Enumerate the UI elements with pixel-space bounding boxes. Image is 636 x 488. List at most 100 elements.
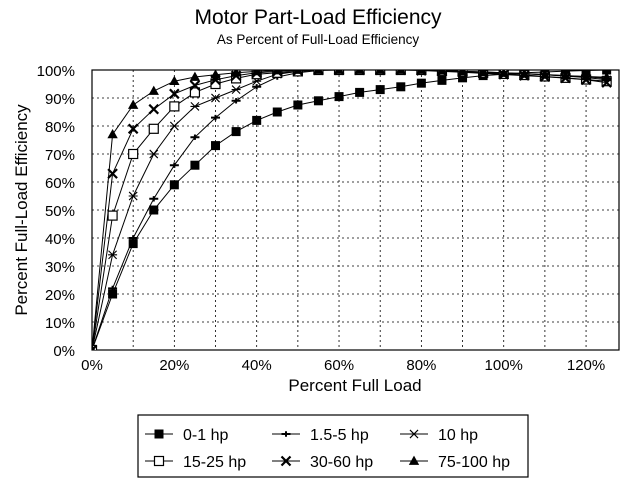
data-point: [169, 162, 179, 168]
legend-item: 15-25 hp: [145, 454, 246, 471]
legend-box: [137, 414, 529, 478]
data-point: [230, 70, 242, 77]
data-point: [148, 85, 159, 95]
chart-subtitle: As Percent of Full-Load Efficiency: [216, 32, 420, 47]
data-point: [189, 71, 201, 81]
legend-label: 30-60 hp: [310, 454, 373, 471]
data-point: [354, 70, 365, 74]
series-line: [92, 70, 607, 350]
data-point: [108, 250, 118, 260]
data-point: [211, 141, 221, 151]
y-tick-label: 100%: [37, 63, 75, 80]
data-point: [252, 84, 262, 90]
y-tick-label: 80%: [45, 119, 75, 136]
data-point: [580, 71, 592, 81]
data-point: [437, 75, 447, 85]
y-tick-label: 10%: [45, 315, 75, 332]
data-point: [108, 289, 118, 299]
data-point: [128, 148, 139, 160]
data-point: [210, 70, 221, 79]
x-tick-label: 80%: [406, 357, 436, 374]
x-tick-label: 40%: [242, 357, 272, 374]
data-point: [190, 101, 200, 111]
data-point: [409, 429, 419, 439]
x-axis-label: Percent Full Load: [288, 376, 421, 395]
legend-label: 0-1 hp: [183, 427, 228, 444]
data-point: [149, 196, 159, 202]
legend-label: 15-25 hp: [183, 454, 246, 471]
chart-title: Motor Part-Load Efficiency: [194, 6, 442, 29]
data-point: [169, 101, 180, 112]
axis-ticks: 0% 10% 20% 30% 40% 50% 60% 70% 80% 90% 100% 0% 20% 40…: [37, 63, 606, 374]
y-tick-label: 50%: [45, 203, 75, 220]
data-point: [107, 210, 118, 221]
series-line: [92, 70, 607, 350]
data-point: [211, 93, 221, 103]
legend: 0-1 hp 1.5-5 hp 10 hp 15-25 hp 30-60 hp 75-10…: [137, 414, 529, 478]
data-point: [148, 103, 160, 115]
legend-item: 1.5-5 hp: [272, 427, 369, 444]
data-point: [519, 70, 530, 78]
data-point: [292, 70, 304, 74]
data-point: [190, 134, 200, 140]
data-point: [169, 88, 180, 100]
data-point: [154, 429, 164, 439]
data-point: [375, 70, 386, 74]
data-point: [313, 70, 324, 74]
data-point: [190, 160, 200, 170]
data-point: [127, 123, 139, 135]
data-point: [395, 70, 406, 74]
data-point: [539, 70, 551, 79]
y-tick-label: 90%: [45, 91, 75, 108]
data-point: [251, 70, 262, 76]
data-point: [107, 129, 118, 139]
y-tick-label: 40%: [45, 231, 75, 248]
y-tick-label: 70%: [45, 147, 75, 164]
x-tick-label: 120%: [567, 357, 605, 374]
y-tick-label: 60%: [45, 175, 75, 192]
data-point: [153, 455, 165, 467]
data-point: [477, 70, 489, 77]
legend-item: 0-1 hp: [145, 427, 228, 444]
x-tick-label: 100%: [485, 357, 523, 374]
x-tick-label: 0%: [81, 357, 103, 374]
data-point: [128, 191, 138, 201]
data-point: [149, 149, 159, 159]
plot-area: [91, 69, 620, 351]
legend-label: 75-100 hp: [438, 454, 510, 471]
data-point: [211, 114, 221, 121]
data-point: [189, 80, 201, 91]
data-point: [169, 121, 179, 131]
data-point: [189, 87, 201, 98]
data-point: [601, 71, 612, 82]
data-point: [149, 205, 159, 215]
data-point: [108, 285, 118, 292]
data-point: [92, 344, 96, 350]
data-point: [127, 99, 139, 109]
data-point: [457, 70, 468, 76]
data-point: [169, 75, 180, 86]
data-point: [231, 127, 241, 137]
data-point: [231, 85, 241, 95]
data-point: [498, 70, 509, 77]
data-point: [252, 115, 262, 125]
series-75-100-hp: [92, 70, 612, 350]
data-point: [375, 85, 385, 95]
data-point: [458, 73, 468, 83]
data-point: [293, 100, 303, 110]
grid: [92, 70, 619, 350]
data-point: [128, 239, 138, 249]
y-tick-label: 20%: [45, 287, 75, 304]
data-point: [560, 70, 571, 80]
data-point: [313, 96, 323, 106]
data-point: [416, 78, 426, 88]
data-point: [169, 180, 179, 190]
data-point: [333, 70, 345, 74]
data-point: [148, 123, 159, 134]
series-layer: [92, 70, 612, 350]
data-point: [416, 70, 427, 74]
y-tick-label: 30%: [45, 259, 75, 276]
data-point: [92, 344, 98, 350]
data-point: [281, 431, 291, 437]
